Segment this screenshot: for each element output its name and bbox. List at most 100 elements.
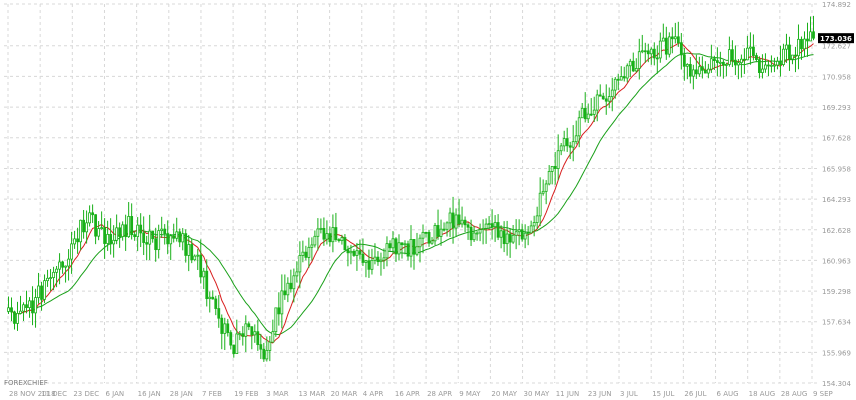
- candle-body: [788, 44, 791, 60]
- candle-body: [403, 243, 407, 246]
- candle-body: [634, 68, 638, 72]
- candle-body: [202, 270, 206, 278]
- candle-body: [574, 135, 578, 143]
- x-tick-label: 20 MAR: [331, 390, 358, 398]
- candle-body: [187, 244, 191, 256]
- candle-body: [277, 307, 281, 315]
- candle-body: [37, 285, 40, 298]
- candle-body: [223, 323, 227, 334]
- candle-body: [319, 227, 323, 230]
- candle-body: [364, 260, 368, 263]
- candle-body: [776, 60, 779, 66]
- candle-body: [22, 304, 25, 312]
- candle-body: [517, 229, 521, 233]
- candle-body: [616, 78, 620, 81]
- candle-body: [721, 61, 725, 66]
- candle-body: [490, 223, 494, 228]
- candle-body: [601, 95, 605, 100]
- candle-body: [340, 237, 344, 241]
- candle-body: [809, 31, 812, 42]
- candle-body: [538, 192, 542, 217]
- y-tick-label: 154.304: [822, 380, 851, 388]
- candle-body: [265, 349, 269, 360]
- candle-body: [280, 290, 284, 315]
- candle-body: [145, 242, 149, 245]
- candle-body: [382, 257, 386, 261]
- candle-body: [250, 326, 254, 336]
- candle-body: [175, 231, 179, 239]
- candle-body: [730, 49, 734, 61]
- candle-body: [661, 37, 665, 42]
- candle-body: [724, 64, 728, 66]
- candle-body: [803, 38, 806, 50]
- candle-body: [85, 222, 88, 233]
- candle-body: [565, 138, 569, 147]
- candle-body: [229, 332, 233, 346]
- candle-body: [682, 54, 686, 67]
- candle-body: [142, 232, 146, 243]
- candle-body: [88, 212, 92, 224]
- candle-body: [800, 38, 803, 50]
- candle-body: [770, 64, 773, 67]
- candle-body: [352, 250, 356, 256]
- x-tick-label: 23 DEC: [73, 390, 99, 398]
- x-tick-label: 30 MAY: [524, 390, 550, 398]
- candle-body: [181, 233, 185, 243]
- candle-body: [469, 226, 473, 241]
- candle-body: [767, 64, 770, 67]
- candle-body: [472, 232, 476, 241]
- candle-body: [619, 76, 623, 81]
- candle-body: [193, 255, 197, 261]
- candle-body: [409, 238, 413, 257]
- candle-body: [295, 271, 299, 277]
- candle-body: [697, 66, 701, 75]
- candle-body: [610, 89, 614, 97]
- candle-body: [121, 224, 125, 237]
- candle-body: [58, 261, 61, 270]
- candle-body: [502, 230, 506, 245]
- candle-body: [19, 310, 22, 314]
- candle-body: [76, 238, 79, 243]
- candle-body: [31, 300, 34, 314]
- x-tick-label: 3 MAR: [266, 390, 289, 398]
- candle-body: [577, 117, 581, 137]
- y-tick-label: 170.958: [822, 73, 851, 81]
- candle-body: [130, 216, 134, 236]
- candle-body: [337, 239, 341, 242]
- candle-body: [649, 48, 653, 55]
- x-tick-label: 11 JUN: [556, 390, 580, 398]
- x-tick-label: 11 DEC: [41, 390, 67, 398]
- candle-body: [535, 215, 539, 223]
- candle-body: [220, 317, 224, 334]
- candle-body: [25, 304, 28, 309]
- candle-body: [712, 58, 716, 62]
- candle-body: [547, 170, 551, 185]
- candle-body: [70, 243, 73, 260]
- candle-body: [673, 36, 677, 40]
- candle-body: [301, 251, 305, 256]
- candle-body: [418, 237, 422, 248]
- moving-averages: [8, 42, 814, 344]
- y-tick-label: 160.963: [822, 257, 851, 265]
- candle-body: [115, 227, 119, 241]
- x-tick-label: 28 JAN: [170, 390, 193, 398]
- candle-body: [797, 38, 800, 57]
- candle-body: [73, 238, 76, 245]
- candle-body: [166, 233, 170, 245]
- candle-body: [640, 50, 644, 53]
- candle-body: [655, 57, 659, 60]
- x-tick-label: 3 JUL: [620, 390, 638, 398]
- candle-body: [508, 233, 512, 243]
- x-tick-label: 9 SEP: [813, 390, 833, 398]
- candle-body: [406, 243, 410, 257]
- candle-body: [43, 280, 46, 300]
- candle-body: [274, 307, 278, 333]
- candle-body: [118, 227, 122, 237]
- candle-body: [806, 38, 809, 42]
- candle-body: [595, 94, 599, 111]
- candle-body: [553, 165, 557, 169]
- candle-body: [586, 113, 590, 120]
- candle-body: [556, 150, 560, 169]
- candle-body: [667, 36, 671, 55]
